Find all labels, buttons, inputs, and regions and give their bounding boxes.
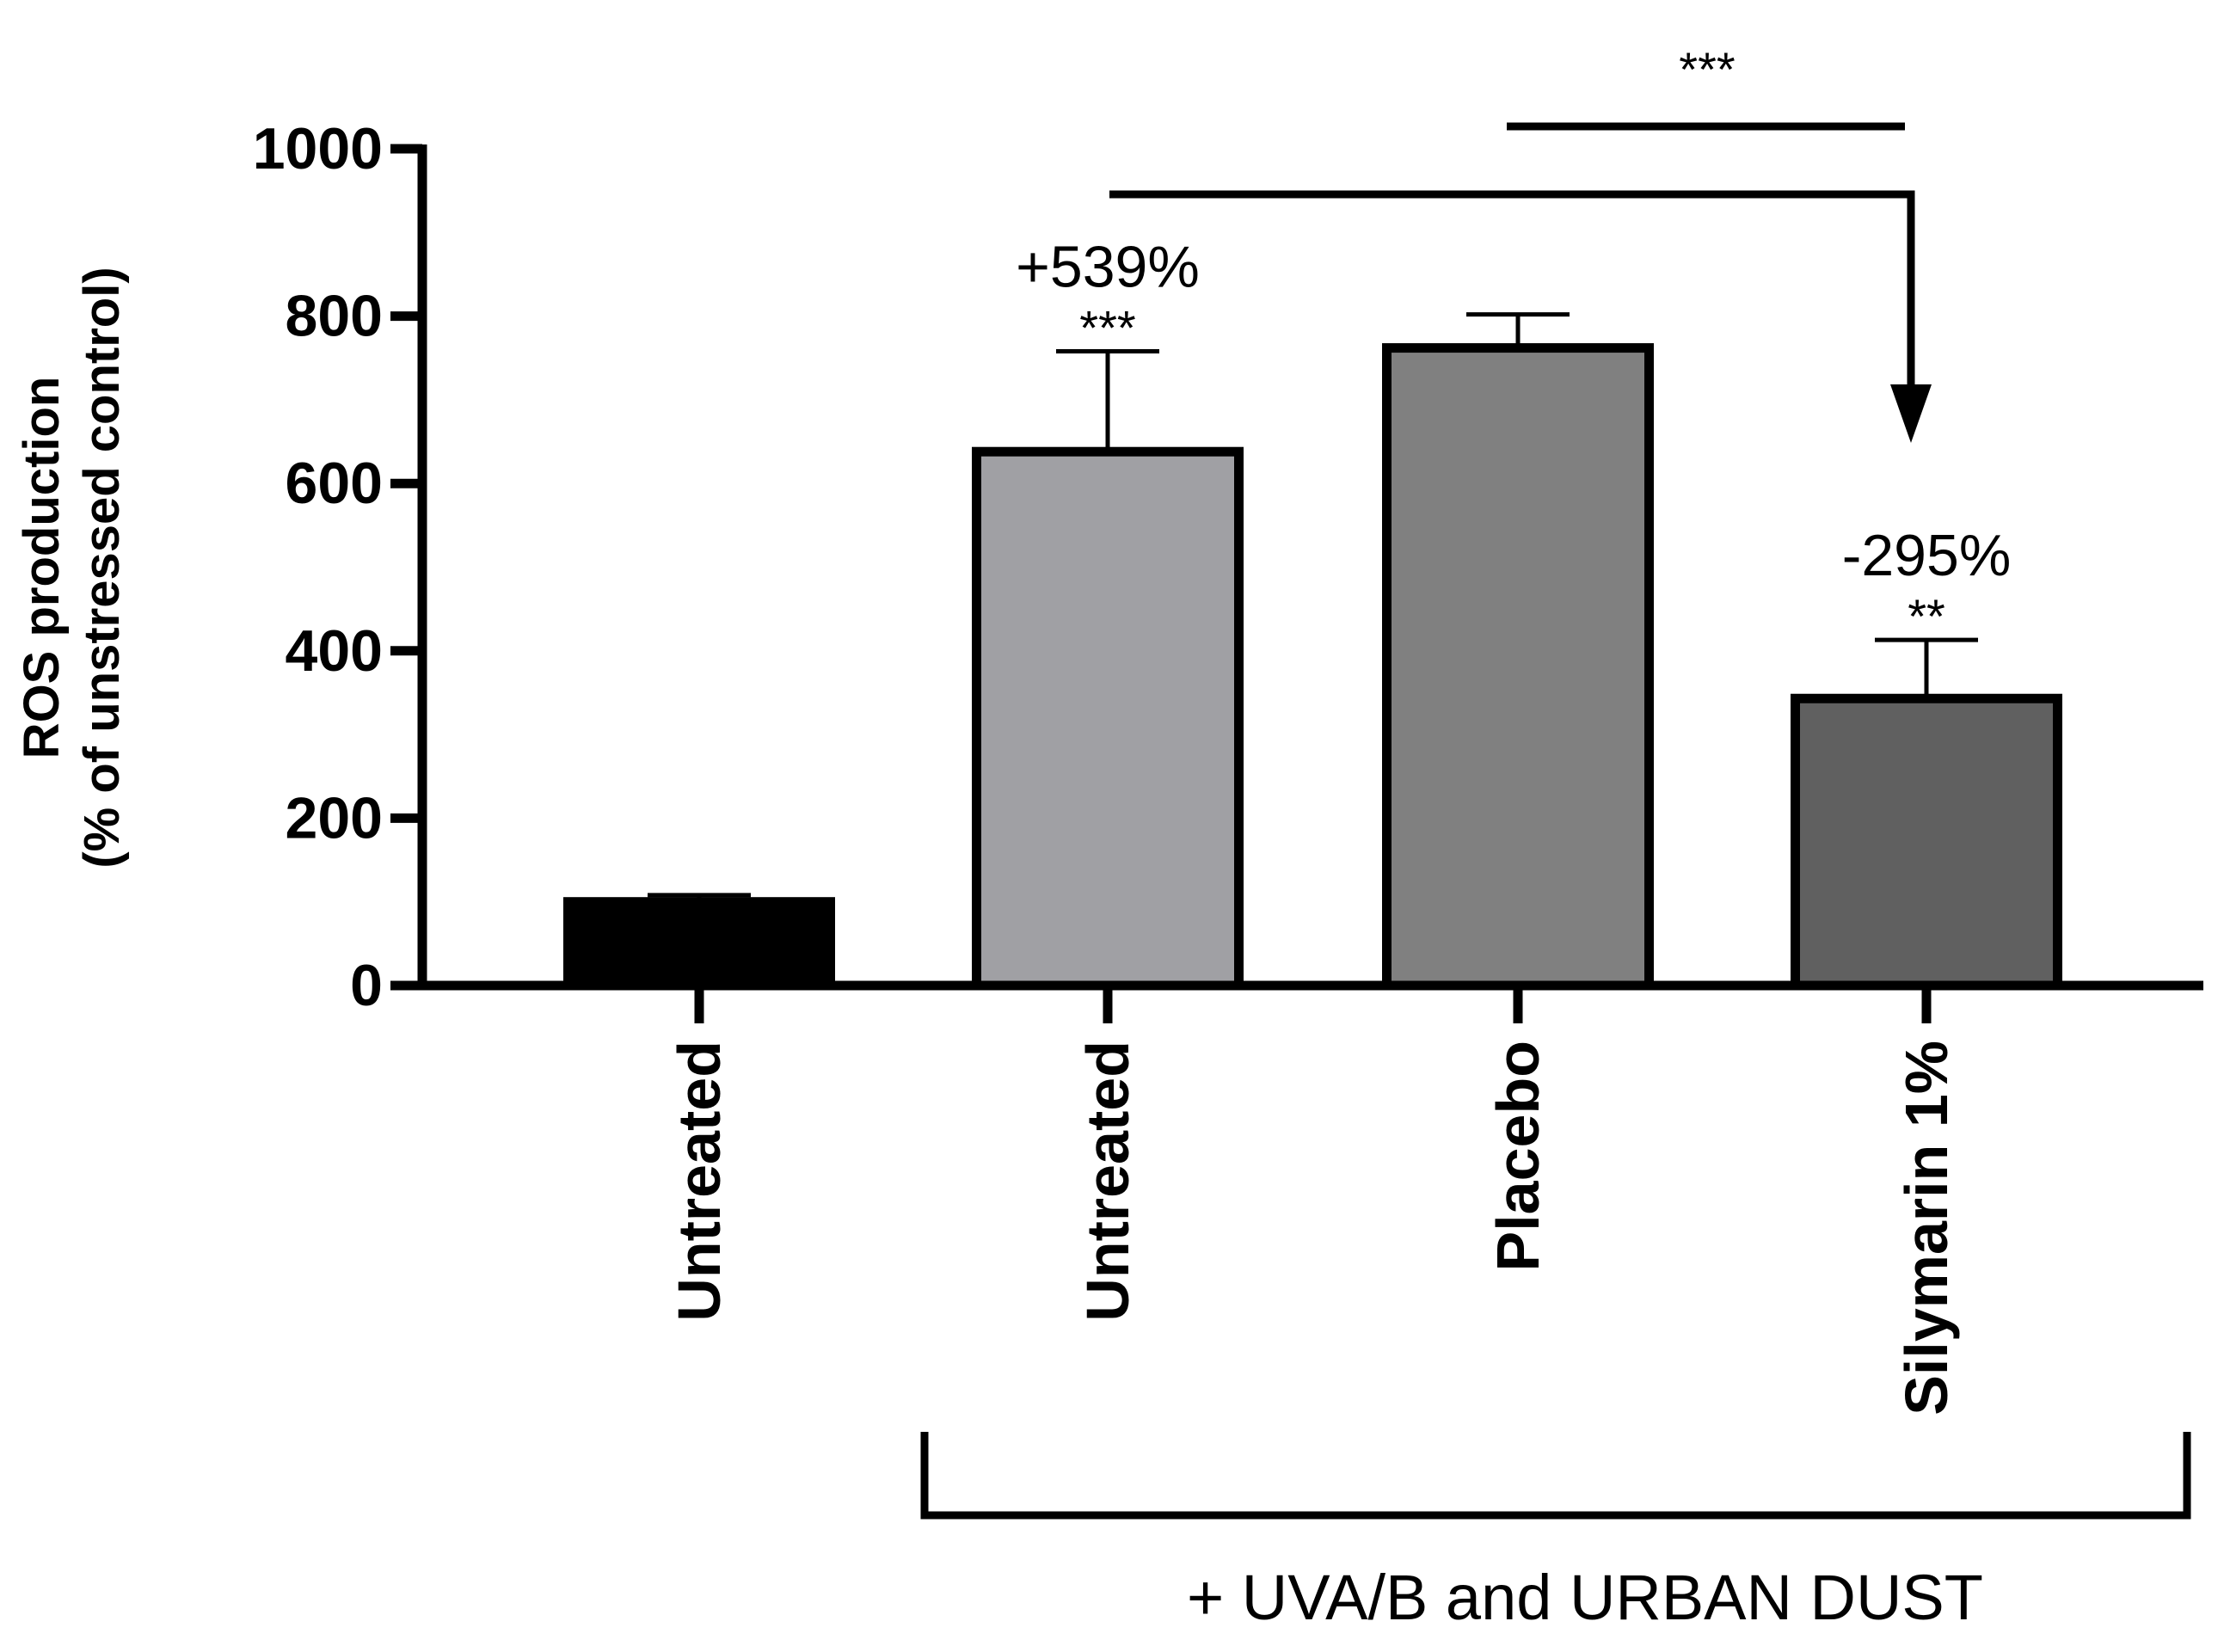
error-bar: [1466, 312, 1570, 348]
group-bracket-line: [920, 1432, 2191, 1520]
bar-placebo: [1382, 343, 1654, 991]
reduction-arrow: [1109, 190, 1932, 443]
group-label: + UVA/B and URBAN DUST: [1187, 1562, 1983, 1633]
x-tick-label: Untreated: [1074, 1041, 1141, 1322]
x-ticks: [694, 986, 1932, 1023]
arrow-head-icon: [1890, 384, 1932, 443]
x-tick-label: Silymarin 1%: [1893, 1041, 1960, 1416]
y-tick-label: 800: [286, 284, 383, 349]
y-tick-label: 0: [350, 953, 383, 1018]
error-bar: [1875, 637, 1978, 699]
significance-stars: **: [1908, 589, 1945, 643]
x-tick-label: Placebo: [1484, 1041, 1551, 1271]
significance-stars: ***: [1079, 300, 1135, 354]
y-axis-label-line2: (% of unstressed control): [74, 267, 130, 868]
arrow-shaft: [1109, 190, 1915, 387]
comparison-bracket: ***: [1507, 42, 1905, 131]
error-bar: [648, 893, 751, 902]
y-tick-label: 200: [286, 785, 383, 851]
bar-untreated-stressed: [972, 446, 1244, 991]
percent-change-label: +539%: [1016, 234, 1200, 299]
group-bracket: + UVA/B and URBAN DUST: [920, 1432, 2191, 1633]
error-bars: [648, 312, 1978, 902]
x-tick-label: Untreated: [666, 1041, 733, 1322]
y-tick-label: 1000: [253, 116, 383, 181]
percent-change-label: -295%: [1842, 523, 2012, 588]
bar-annotations: +539% *** -295% **: [1016, 234, 2011, 643]
y-tick-label: 600: [286, 451, 383, 516]
y-axis-label-line1: ROS production: [14, 377, 70, 759]
y-ticks: 0 200 400 600 800 1000: [253, 116, 422, 1018]
y-tick-label: 400: [286, 618, 383, 684]
y-axis-title: ROS production (% of unstressed control): [14, 267, 130, 868]
comparison-significance-stars: ***: [1679, 42, 1735, 96]
error-bar: [1056, 348, 1159, 452]
bars: [563, 343, 2062, 991]
x-tick-labels: Untreated Untreated Placebo Silymarin 1%: [666, 1041, 1960, 1416]
bar-untreated-control: [563, 897, 835, 991]
bar-silymarin: [1791, 693, 2062, 991]
